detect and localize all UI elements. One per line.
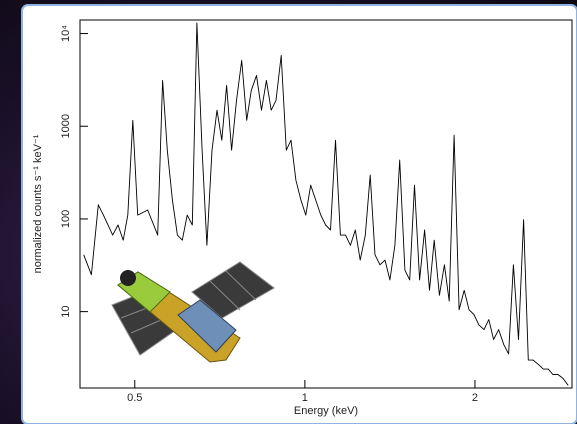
x-tick-label: 0.5 xyxy=(127,392,142,404)
y-tick-label: 10 xyxy=(60,306,72,318)
panel xyxy=(21,4,577,424)
spectrum-line xyxy=(83,22,569,386)
y-tick-label: 10⁴ xyxy=(60,25,72,42)
x-axis-label: Energy (keV) xyxy=(294,405,358,417)
plot-frame xyxy=(79,19,573,389)
y-axis-label: normalized counts s⁻¹ keV⁻¹ xyxy=(32,134,44,273)
x-tick-label: 1 xyxy=(302,392,308,404)
x-tick-label: 2 xyxy=(472,392,478,404)
y-tick-label: 100 xyxy=(60,210,72,228)
y-tick-label: 1000 xyxy=(60,114,72,138)
satellite-illustration xyxy=(111,261,275,363)
